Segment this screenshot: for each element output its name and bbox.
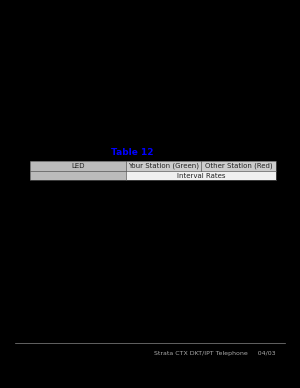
Text: Table 12: Table 12 xyxy=(111,148,153,157)
Text: Other Station (Red): Other Station (Red) xyxy=(205,163,272,169)
FancyBboxPatch shape xyxy=(30,161,126,171)
Text: Interval Rates: Interval Rates xyxy=(177,173,225,178)
Text: Your Station (Green): Your Station (Green) xyxy=(128,163,199,169)
Text: LED: LED xyxy=(71,163,85,169)
FancyBboxPatch shape xyxy=(30,171,126,180)
FancyBboxPatch shape xyxy=(30,161,276,171)
Text: Strata CTX DKT/IPT Telephone     04/03: Strata CTX DKT/IPT Telephone 04/03 xyxy=(154,351,276,356)
FancyBboxPatch shape xyxy=(30,171,276,180)
